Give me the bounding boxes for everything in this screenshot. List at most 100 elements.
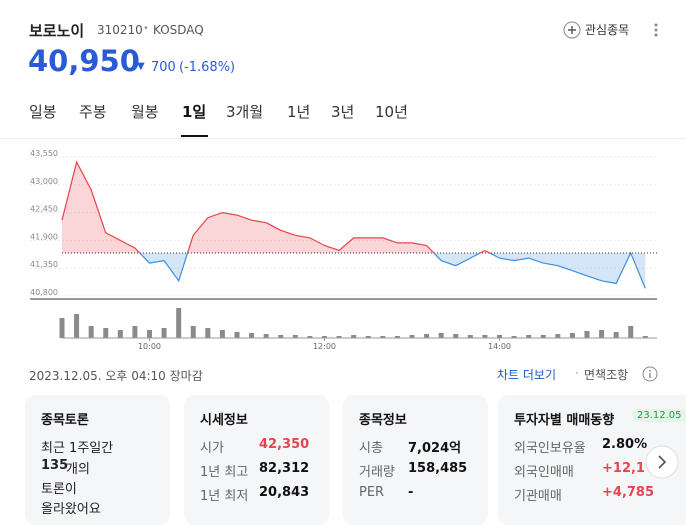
card-title: 시세정보 <box>200 413 248 428</box>
period-tab[interactable]: 3년 <box>331 103 355 121</box>
watch-button[interactable]: 관심종목 <box>585 23 630 37</box>
period-tab[interactable]: 월봉 <box>131 103 159 121</box>
volume-bar <box>321 336 327 338</box>
volume-bar <box>219 330 225 338</box>
volume-bar <box>336 336 342 338</box>
current-price: 40,950 <box>28 44 140 78</box>
volume-bar <box>59 318 65 338</box>
volume-bar <box>380 336 386 338</box>
row-value: +4,785 <box>602 485 655 500</box>
volume-bar <box>176 308 182 338</box>
stock-code: 310210 <box>97 23 143 37</box>
card-title: 투자자별 매매동향 <box>514 413 615 428</box>
separator: • <box>143 23 149 34</box>
volume-bar <box>278 335 284 338</box>
price-line-below <box>138 253 646 289</box>
text: 최근 1주일간 <box>41 441 114 456</box>
row-label: 1년 최저 <box>200 489 249 504</box>
period-tab[interactable]: 일봉 <box>29 103 57 121</box>
volume-bar <box>540 335 546 338</box>
row-value: 2.80% <box>602 437 648 452</box>
text: 개의 <box>66 462 90 477</box>
timestamp: 2023.12.05. 오후 04:10 장마감 <box>29 369 203 383</box>
chart: 40,800 41,350 41,900 42,450 43,000 43,550 10:0… <box>30 149 657 351</box>
volume-bar <box>132 326 138 338</box>
period-tab[interactable]: 3개월 <box>226 103 264 121</box>
volume-bar <box>351 335 357 338</box>
x-tick-label: 10:00 <box>138 342 161 351</box>
volume-bar <box>103 328 109 338</box>
row-value: 7,024억 <box>408 441 462 456</box>
area-up <box>62 162 646 254</box>
text: 토론이 <box>41 482 77 497</box>
y-tick-label: 43,000 <box>30 177 58 186</box>
volume-bar <box>628 326 634 338</box>
volume-bar <box>496 335 502 338</box>
row-label: 외국인매매 <box>514 465 574 480</box>
plus-icon[interactable] <box>563 21 581 39</box>
period-tab[interactable]: 1년 <box>287 103 311 121</box>
volume-bar <box>438 333 444 338</box>
chart-more[interactable]: 차트 더보기 <box>497 368 557 382</box>
card-title: 종목토론 <box>41 413 89 428</box>
investor-card[interactable]: 투자자별 매매동향 23.12.05 외국인보유율 2.80% 외국인매매 +12,1… <box>498 395 686 525</box>
divider <box>0 138 686 139</box>
separator: · <box>575 366 579 380</box>
price-change: 700 <box>151 60 176 75</box>
more-menu[interactable] <box>652 22 660 38</box>
volume-bar <box>569 333 575 338</box>
volume-bar <box>482 335 488 338</box>
volume-bar <box>117 330 123 338</box>
row-value: 42,350 <box>259 437 310 452</box>
y-tick-label: 40,800 <box>30 288 58 297</box>
y-tick-label: 41,350 <box>30 260 58 269</box>
volume-bar <box>511 336 517 338</box>
row-label: 시가 <box>200 441 224 456</box>
volume-bar <box>249 333 255 338</box>
row-label: 외국인보유율 <box>514 441 586 456</box>
period-tab[interactable]: 10년 <box>375 103 408 121</box>
volume-bar <box>467 335 473 338</box>
volume-bar <box>146 330 152 338</box>
date-badge: 23.12.05 <box>633 409 686 422</box>
volume-bar <box>394 336 400 338</box>
period-tab[interactable]: 1일 <box>182 103 207 121</box>
disclaimer[interactable]: 면책조항 <box>584 368 629 382</box>
change-arrow: ▼ <box>137 61 145 72</box>
volume-bar <box>584 331 590 338</box>
volume-bar <box>599 330 605 338</box>
volume-bar <box>88 326 94 338</box>
row-label: 거래량 <box>359 465 395 480</box>
volume-bar <box>424 334 430 338</box>
x-tick-label: 12:00 <box>313 342 336 351</box>
market: KOSDAQ <box>153 23 204 37</box>
row-value: - <box>408 485 414 500</box>
volume-bar <box>526 335 532 338</box>
row-label: 1년 최고 <box>200 465 249 480</box>
row-label: PER <box>359 485 385 500</box>
volume-bar <box>307 336 313 338</box>
info-card[interactable]: 종목정보 시총 7,024억 거래량 158,485 PER - <box>343 395 488 525</box>
next-button[interactable] <box>645 445 679 479</box>
text: 올라왔어요 <box>41 502 101 517</box>
discussion-card[interactable]: 종목토론 최근 1주일간 135 개의 토론이 올라왔어요 <box>25 395 170 525</box>
volume-bar <box>234 332 240 338</box>
row-value: 158,485 <box>408 461 468 476</box>
stock-name: 보로노이 <box>29 22 85 40</box>
volume-bar <box>161 328 167 338</box>
info-icon[interactable] <box>642 366 658 382</box>
volume-bar <box>263 334 269 338</box>
y-tick-label: 43,550 <box>30 149 58 158</box>
volume-bar <box>190 326 196 338</box>
volume-bar <box>409 335 415 338</box>
row-label: 시총 <box>359 441 383 456</box>
row-value: 82,312 <box>259 461 310 476</box>
period-tab[interactable]: 주봉 <box>79 103 107 121</box>
x-tick-label: 14:00 <box>488 342 511 351</box>
volume-bar <box>613 332 619 338</box>
area-down <box>139 253 646 289</box>
row-value: 20,843 <box>259 485 310 500</box>
y-tick-label: 41,900 <box>30 232 58 241</box>
volume-bar <box>555 334 561 338</box>
